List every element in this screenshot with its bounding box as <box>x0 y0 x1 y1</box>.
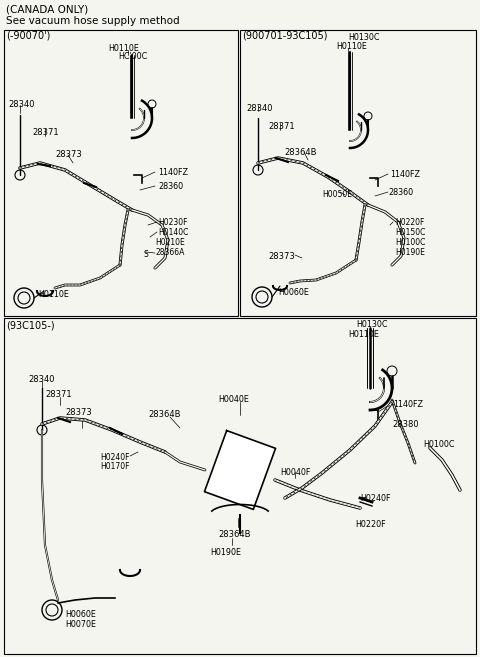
Text: H0110E: H0110E <box>38 290 69 299</box>
Text: 28373: 28373 <box>55 150 82 159</box>
Text: S: S <box>143 250 148 259</box>
Polygon shape <box>204 430 276 509</box>
Text: 28340: 28340 <box>246 104 273 113</box>
Text: (900701-93C105): (900701-93C105) <box>242 31 327 41</box>
Text: 28364B: 28364B <box>218 530 251 539</box>
Text: H0220F: H0220F <box>355 520 385 529</box>
Text: H0110E: H0110E <box>348 330 379 339</box>
Text: (CANADA ONLY): (CANADA ONLY) <box>6 4 88 14</box>
Text: H0060E: H0060E <box>278 288 309 297</box>
Text: 28366A: 28366A <box>155 248 184 257</box>
Text: H0040E: H0040E <box>218 395 249 404</box>
Bar <box>4 30 238 316</box>
Text: 28364B: 28364B <box>284 148 316 157</box>
Text: H0190E: H0190E <box>395 248 425 257</box>
Text: H0060E: H0060E <box>65 610 96 619</box>
Bar <box>4 318 476 654</box>
Text: H0100C: H0100C <box>423 440 455 449</box>
Text: H0150C: H0150C <box>395 228 425 237</box>
Text: H0110E: H0110E <box>108 44 139 53</box>
Text: HC'00C: HC'00C <box>118 52 147 61</box>
Text: See vacuum hose supply method: See vacuum hose supply method <box>6 16 180 26</box>
Text: 28360: 28360 <box>388 188 413 197</box>
Text: 28373: 28373 <box>65 408 92 417</box>
Text: 28340: 28340 <box>8 100 35 109</box>
Text: 1140FZ: 1140FZ <box>390 170 420 179</box>
Text: (-90070'): (-90070') <box>6 31 50 41</box>
Text: H0040F: H0040F <box>280 468 311 477</box>
Text: 28360: 28360 <box>158 182 183 191</box>
Text: H0230F: H0230F <box>158 218 188 227</box>
Text: H0100C: H0100C <box>395 238 425 247</box>
Text: H0050E: H0050E <box>322 190 352 199</box>
Text: 28364B: 28364B <box>148 410 180 419</box>
Text: H0190E: H0190E <box>210 548 241 557</box>
Text: H0240F: H0240F <box>360 494 391 503</box>
Bar <box>240 30 476 316</box>
Text: 28380: 28380 <box>392 420 419 429</box>
Text: H0130C: H0130C <box>356 320 387 329</box>
Text: H0140C: H0140C <box>158 228 188 237</box>
Text: 28340: 28340 <box>28 375 55 384</box>
Text: 28371: 28371 <box>45 390 72 399</box>
Text: 28371: 28371 <box>32 128 59 137</box>
Text: H0240F: H0240F <box>100 453 130 462</box>
Text: H0130C: H0130C <box>348 33 380 42</box>
Text: 28373: 28373 <box>268 252 295 261</box>
Text: (93C105-): (93C105-) <box>6 320 55 330</box>
Text: H0170F: H0170F <box>100 462 130 471</box>
Text: H0220F: H0220F <box>395 218 424 227</box>
Text: H0210E: H0210E <box>155 238 185 247</box>
Text: H0070E: H0070E <box>65 620 96 629</box>
Text: 1140FZ: 1140FZ <box>158 168 188 177</box>
Text: H0110E: H0110E <box>336 42 367 51</box>
Text: 1140FZ: 1140FZ <box>393 400 423 409</box>
Text: 28371: 28371 <box>268 122 295 131</box>
